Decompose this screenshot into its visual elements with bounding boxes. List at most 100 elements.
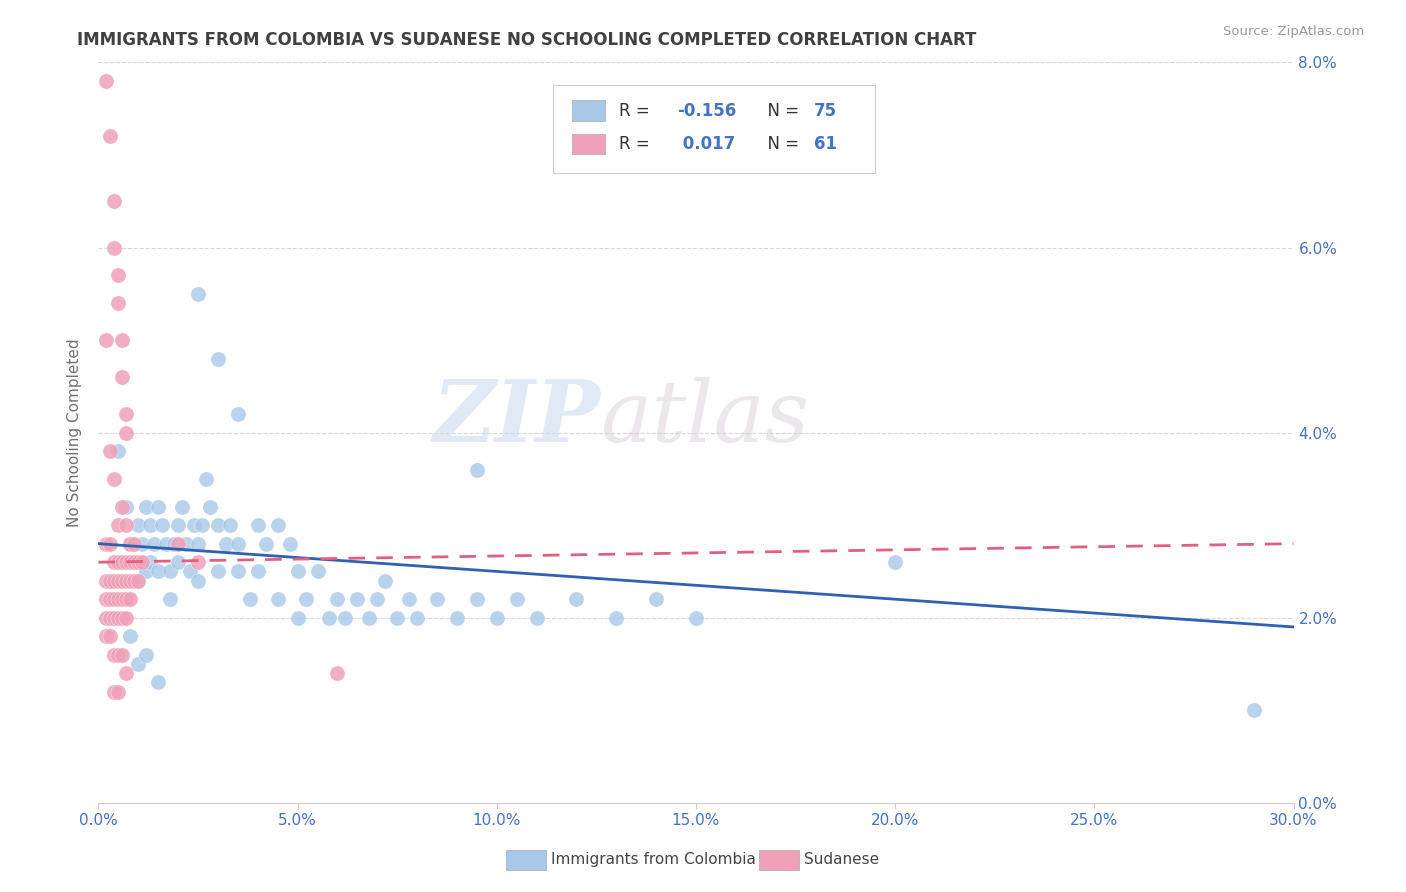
Point <box>159 592 181 607</box>
Point <box>98 592 122 607</box>
Point <box>267 518 290 533</box>
Point <box>167 555 190 569</box>
Bar <box>572 134 605 154</box>
Point <box>115 574 138 588</box>
Point <box>139 555 162 569</box>
Point <box>465 592 488 607</box>
Bar <box>572 100 605 121</box>
Point <box>159 565 181 579</box>
Point <box>135 648 157 662</box>
Point <box>98 536 122 550</box>
Point <box>174 536 197 550</box>
Point <box>359 610 381 624</box>
Point <box>96 592 118 607</box>
Point <box>139 518 162 533</box>
Point <box>398 592 420 607</box>
Point <box>167 518 190 533</box>
Point <box>96 74 118 88</box>
Point <box>183 518 205 533</box>
Point <box>335 610 357 624</box>
Point <box>645 592 668 607</box>
Point <box>187 574 209 588</box>
Text: N =: N = <box>756 102 804 120</box>
Point <box>150 518 173 533</box>
Point <box>406 610 429 624</box>
Point <box>326 666 349 681</box>
Point <box>127 657 149 671</box>
Point <box>103 610 125 624</box>
Point <box>103 240 125 255</box>
Point <box>115 500 138 514</box>
Point <box>120 536 142 550</box>
Point <box>107 685 129 699</box>
Point <box>148 500 170 514</box>
Point <box>120 555 142 569</box>
Point <box>246 518 269 533</box>
Point <box>326 592 349 607</box>
Point <box>135 500 157 514</box>
Point <box>155 536 177 550</box>
Point <box>96 629 118 643</box>
Point <box>187 286 209 301</box>
Point <box>111 555 134 569</box>
Point <box>115 666 138 681</box>
Point <box>111 592 134 607</box>
Point <box>115 407 138 421</box>
Point <box>127 555 149 569</box>
Point <box>207 351 229 366</box>
Point <box>148 675 170 690</box>
Point <box>346 592 368 607</box>
Point <box>135 565 157 579</box>
Text: Sudanese: Sudanese <box>804 853 879 867</box>
Point <box>1243 703 1265 717</box>
Point <box>115 518 138 533</box>
Point <box>96 536 118 550</box>
Point <box>111 333 134 347</box>
Point <box>187 555 209 569</box>
Point <box>124 574 146 588</box>
Point <box>107 518 129 533</box>
Point <box>267 592 290 607</box>
Point <box>111 648 134 662</box>
Point <box>107 555 129 569</box>
Point <box>103 574 125 588</box>
Point <box>446 610 468 624</box>
Point <box>107 268 129 283</box>
Point <box>131 555 153 569</box>
Point <box>307 565 329 579</box>
Point <box>526 610 548 624</box>
Point <box>385 610 409 624</box>
Point <box>96 333 118 347</box>
Point <box>96 574 118 588</box>
Point <box>287 565 309 579</box>
Text: ZIP: ZIP <box>433 376 600 459</box>
Point <box>226 536 249 550</box>
Text: Source: ZipAtlas.com: Source: ZipAtlas.com <box>1223 25 1364 38</box>
Point <box>198 500 221 514</box>
Point <box>98 129 122 144</box>
FancyBboxPatch shape <box>553 85 876 173</box>
Point <box>124 555 146 569</box>
Point <box>318 610 340 624</box>
Point <box>215 536 238 550</box>
Point <box>107 444 129 458</box>
Point <box>426 592 449 607</box>
Point <box>207 518 229 533</box>
Text: Immigrants from Colombia: Immigrants from Colombia <box>551 853 756 867</box>
Point <box>127 574 149 588</box>
Point <box>115 555 138 569</box>
Point <box>239 592 262 607</box>
Point <box>163 536 186 550</box>
Point <box>191 518 214 533</box>
Text: R =: R = <box>620 135 655 153</box>
Point <box>103 685 125 699</box>
Point <box>127 518 149 533</box>
Point <box>127 574 149 588</box>
Point <box>103 472 125 486</box>
Text: 61: 61 <box>814 135 838 153</box>
Point <box>107 296 129 310</box>
Y-axis label: No Schooling Completed: No Schooling Completed <box>67 338 83 527</box>
Point <box>103 648 125 662</box>
Text: R =: R = <box>620 102 655 120</box>
Point <box>120 536 142 550</box>
